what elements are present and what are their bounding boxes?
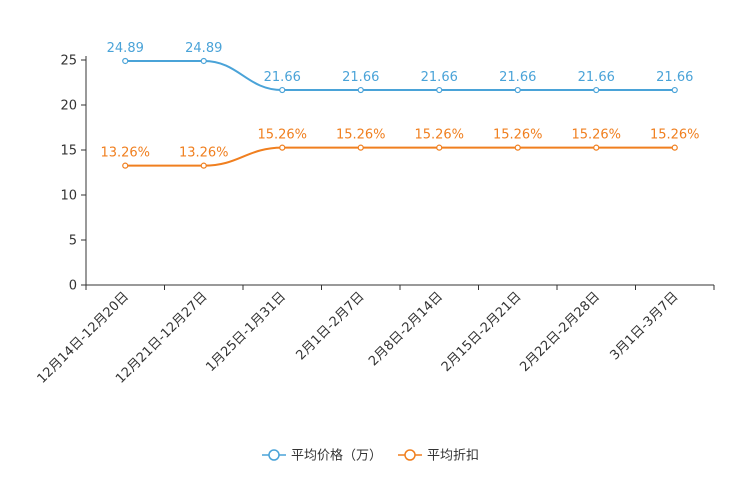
data-point — [122, 57, 129, 65]
x-tick-label: 2月8日-2月14日 — [366, 289, 446, 369]
x-tick-label: 3月1日-3月7日 — [607, 289, 681, 363]
data-label: 21.66 — [264, 70, 301, 85]
data-label: 21.66 — [342, 70, 379, 85]
data-point — [279, 86, 286, 94]
legend-label-1: 平均价格（万） — [291, 448, 382, 464]
data-point — [593, 144, 600, 151]
data-label: 13.26% — [100, 146, 150, 161]
series-layer — [122, 57, 678, 169]
data-label: 15.26% — [414, 128, 464, 143]
data-label: 15.26% — [257, 128, 307, 143]
data-point — [122, 162, 129, 169]
data-label: 21.66 — [499, 70, 536, 85]
legend-marker-1 — [268, 449, 280, 461]
data-label: 24.89 — [185, 41, 222, 56]
series-line-1 — [125, 59, 675, 92]
axes-layer: 051015202512月14日-12月20日12月21日-12月27日1月25… — [35, 54, 715, 387]
legend: 平均价格（万） 平均折扣 — [262, 448, 479, 464]
y-tick-label: 15 — [60, 144, 77, 159]
data-label: 15.26% — [336, 128, 386, 143]
legend-label-2: 平均折扣 — [427, 449, 479, 464]
series-line-2 — [125, 146, 675, 167]
legend-marker-2 — [404, 449, 416, 461]
data-point — [671, 144, 678, 151]
data-point — [593, 86, 600, 94]
data-point — [200, 162, 207, 169]
data-point — [514, 144, 521, 151]
data-point — [357, 86, 364, 94]
data-label: 24.89 — [107, 41, 144, 56]
data-point — [357, 144, 364, 151]
data-point — [514, 86, 521, 94]
data-label: 21.66 — [421, 70, 458, 85]
data-point — [436, 86, 443, 94]
data-label: 21.66 — [578, 70, 615, 85]
y-tick-label: 5 — [69, 234, 77, 249]
data-label: 21.66 — [656, 70, 693, 85]
y-tick-label: 20 — [60, 99, 77, 114]
x-tick-label: 1月25日-1月31日 — [203, 289, 289, 375]
x-tick-label: 2月22日-2月28日 — [517, 289, 603, 375]
data-label: 13.26% — [179, 146, 229, 161]
x-tick-label: 2月15日-2月21日 — [439, 289, 525, 375]
y-tick-label: 25 — [60, 54, 77, 69]
data-label: 15.26% — [571, 128, 621, 143]
data-label: 15.26% — [650, 128, 700, 143]
data-point — [671, 86, 678, 94]
data-point — [279, 144, 286, 151]
data-point — [200, 57, 207, 65]
data-point — [436, 144, 443, 151]
data-label: 15.26% — [493, 128, 543, 143]
data-labels-layer: 24.89 24.89 21.66 21.66 21.66 21.66 21.66 21.66… — [100, 41, 699, 161]
y-tick-label: 0 — [69, 279, 77, 294]
x-tick-label: 2月1日-2月7日 — [293, 289, 367, 363]
y-tick-label: 10 — [60, 189, 77, 204]
